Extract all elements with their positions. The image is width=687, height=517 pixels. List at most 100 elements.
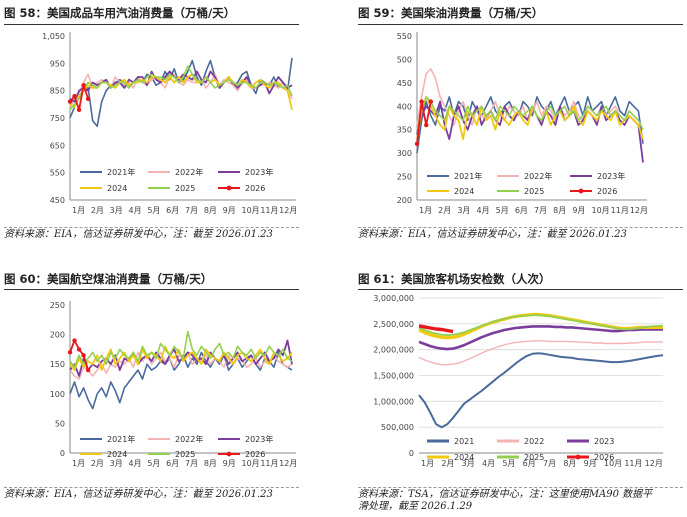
chart-source: 资料来源：EIA，信达证券研发中心，注：截至 2026.01.23 [358,227,683,241]
y-tick-label: 1,500,000 [373,372,414,381]
y-tick-label: 550 [397,32,412,41]
series-line-2025 [69,330,293,368]
x-tick-label: 10月 [604,459,622,468]
x-tick-label: 8月 [204,206,217,215]
chart-source-line2: 滑处理，截至 2026.1.29 [358,501,473,512]
y-tick-label: 3,000,000 [373,294,414,303]
legend-label: 2026 [245,184,265,193]
series-2026-point [67,350,73,355]
x-tick-label: 1月 [419,206,432,215]
x-tick-label: 7月 [543,459,556,468]
x-tick-label: 4月 [477,206,490,215]
y-tick-label: 250 [397,173,412,182]
x-tick-label: 7月 [185,459,198,468]
x-tick-label: 6月 [515,206,528,215]
legend-label: 2025 [524,187,544,196]
legend-label: 2023 [594,437,614,446]
x-tick-label: 2月 [91,459,104,468]
chart-title: 图 60：美国航空煤油消费量（万桶/天） [4,272,213,286]
x-tick-label: 1月 [421,459,434,468]
x-tick-label: 2月 [91,206,104,215]
series-line-2023 [418,325,663,351]
y-tick-label: 150 [50,360,65,369]
x-tick-label: 7月 [534,206,547,215]
series-line-2025 [69,65,293,111]
y-tick-label: 1,050 [42,32,65,41]
y-tick-label: 250 [50,301,65,310]
x-tick-label: 8月 [204,459,217,468]
y-tick-label: 950 [50,59,65,68]
x-tick-label: 11月 [624,459,642,468]
legend-label: 2023年 [245,434,273,444]
x-tick-label: 9月 [572,206,585,215]
series-2026-point [85,367,91,373]
y-tick-label: 350 [397,126,412,135]
series-2026-point [419,99,424,104]
legend-label: 2022 [524,437,544,446]
legend-label: 2026 [597,187,617,196]
x-tick-label: 5月 [147,459,160,468]
series-2026-point [76,107,82,113]
x-tick-label: 5月 [496,206,509,215]
y-tick-label: 2,000,000 [373,346,414,355]
x-tick-label: 1月 [72,459,85,468]
y-tick-label: 500,000 [381,423,414,432]
x-tick-label: 9月 [584,459,597,468]
x-tick-label: 8月 [553,206,566,215]
y-tick-label: 2,500,000 [373,320,414,329]
legend-marker [575,454,581,460]
legend-label: 2026 [594,453,614,462]
x-tick-label: 3月 [110,206,123,215]
chart-source: 资料来源：EIA，信达证券研发中心，注：截至 2026.01.23 [4,227,299,241]
chart-title: 图 59：美国柴油消费量（万桶/天） [358,6,544,20]
legend-label: 2025 [175,184,195,193]
title-rule [358,289,683,290]
chart-source-line1: 资料来源：TSA，信达证券研发中心，注：这里使用MA90 数据平 [358,487,683,501]
x-tick-label: 12月 [279,459,297,468]
x-tick-label: 12月 [645,459,663,468]
y-tick-label: 200 [50,331,65,340]
chart-diesel: 200 250 300 350 400 450 500 550 1月 2月 3月 4月 5月 6月 7月 8月… [397,32,648,215]
x-tick-label: 2月 [441,459,454,468]
series-line-2021年 [69,57,293,127]
legend-label: 2021年 [454,171,482,181]
series-line-2025 [418,314,663,337]
series-2026-point [72,93,77,99]
x-tick-label: 5月 [502,459,515,468]
x-tick-label: 10月 [242,206,260,215]
legend-label: 2025 [175,450,195,459]
x-tick-label: 2月 [438,206,451,215]
legend-marker [226,185,232,191]
legend-label: 2025 [524,453,544,462]
x-tick-label: 9月 [223,206,236,215]
title-rule [4,289,299,290]
series-line-2021 [418,352,664,429]
x-tick-label: 10月 [242,459,260,468]
legend-label: 2023年 [597,171,625,181]
series-2026-point [76,347,82,352]
series-2026-point [414,141,420,146]
chart-gasoline: 450 550 650 750 850 950 1,050 1月 2月 3月 4月 5月 6月 7月 8月 9… [42,32,297,215]
chart-tsa: 0 500,000 1,000,000 1,500,000 2,000,000 2,500… [373,294,664,468]
legend-label: 2024 [107,184,127,193]
y-tick-label: 0 [409,449,414,458]
series-line-2021年 [416,96,644,154]
legend-label: 2021年 [107,434,135,444]
series-line-2024 [416,96,644,140]
x-tick-label: 4月 [482,459,495,468]
series-line-2025 [416,96,644,131]
y-tick-label: 550 [50,169,65,178]
x-tick-label: 12月 [630,206,648,215]
series-2026-point [85,96,91,102]
x-tick-label: 6月 [166,206,179,215]
y-tick-label: 450 [50,196,65,205]
series-line-2023年 [69,339,293,377]
series-2026-point [81,353,86,358]
y-tick-label: 50 [55,419,65,428]
series-line-2026 [418,324,454,334]
chart-title: 图 58：美国成品车用汽油消费量（万桶/天） [4,6,236,20]
legend-label: 2021年 [107,167,135,177]
x-tick-label: 5月 [147,206,160,215]
chart-source: 资料来源：EIA，信达证券研发中心，注：截至 2026.01.23 [4,487,299,501]
legend-marker [226,451,232,457]
